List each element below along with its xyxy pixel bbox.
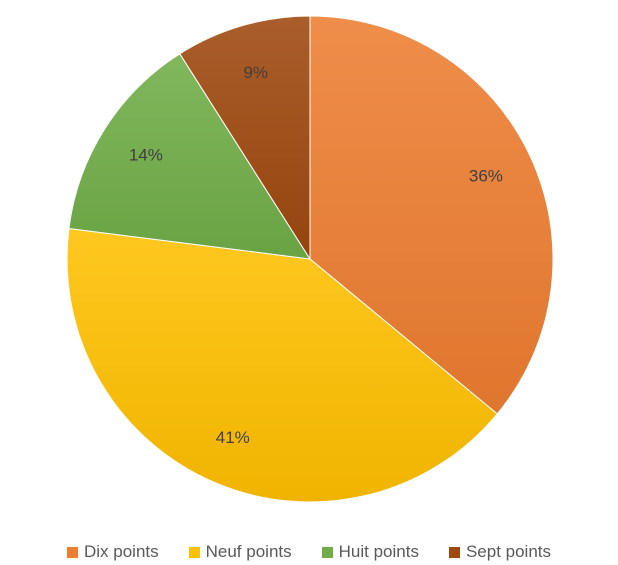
legend-label-neuf-points: Neuf points: [205, 542, 292, 561]
legend-label-sept-points: Sept points: [465, 542, 552, 561]
data-label-dix-points: 36%: [469, 167, 503, 186]
legend-swatch-sept-points: [448, 546, 460, 558]
data-label-huit-points: 14%: [129, 145, 163, 164]
chart-legend: Dix points Neuf points Huit points Sept …: [0, 540, 618, 564]
legend-label-huit-points: Huit points: [338, 542, 419, 561]
pie-chart: 36% 41% 14% 9%: [66, 15, 554, 503]
pie-slice-neuf-points: [66, 227, 498, 503]
legend-swatch-neuf-points: [188, 546, 200, 558]
legend-item-huit-points: Huit points: [321, 542, 419, 562]
legend-swatch-huit-points: [321, 546, 333, 558]
legend-item-dix-points: Dix points: [66, 542, 159, 562]
data-label-neuf-points: 41%: [216, 428, 250, 447]
legend-swatch-dix-points: [66, 546, 78, 558]
pie-slice-sept-points: [179, 15, 311, 261]
legend-item-sept-points: Sept points: [448, 542, 552, 562]
pie-slice-dix-points: [309, 15, 554, 415]
data-label-sept-points: 9%: [243, 63, 268, 82]
legend-label-dix-points: Dix points: [83, 542, 159, 561]
legend-item-neuf-points: Neuf points: [188, 542, 292, 562]
pie-slice-huit-points: [68, 53, 311, 260]
